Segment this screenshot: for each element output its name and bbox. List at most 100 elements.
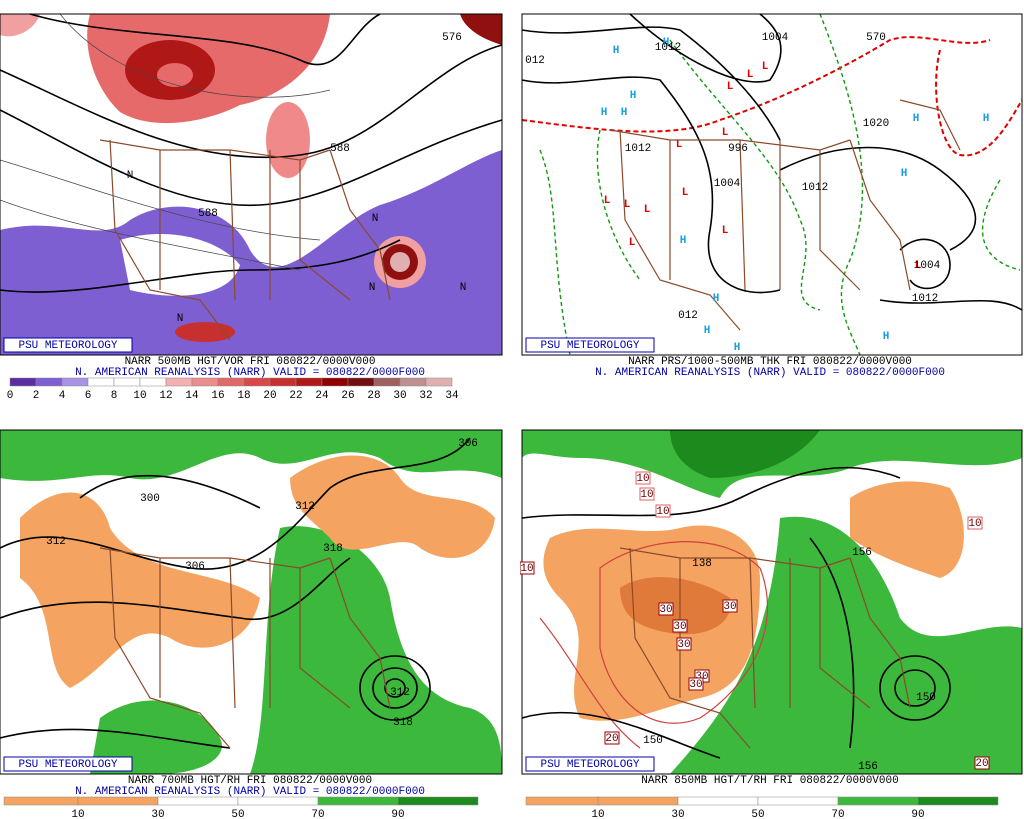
map-subtitle: N. AMERICAN REANALYSIS (NARR) VALID = 08…: [75, 786, 425, 798]
legend-label: 30: [671, 809, 684, 819]
contour-label: 318: [323, 543, 343, 555]
legend-cell: [321, 377, 349, 387]
humidity-area: [250, 526, 502, 774]
dry-area: [850, 481, 964, 578]
contour-label: 996: [728, 143, 748, 155]
vorticity-area: [175, 322, 235, 342]
low-pressure: L: [676, 139, 683, 151]
high-pressure: H: [734, 342, 741, 354]
label-box: [658, 602, 674, 616]
contour-label: 10: [636, 473, 649, 485]
legend-label: 26: [341, 390, 354, 402]
legend-label: 8: [111, 390, 118, 402]
badge-box: [3, 337, 133, 353]
map-title: NARR 700MB HGT/RH FRI 080822/0000V000: [128, 775, 372, 787]
contour-label: 150: [643, 735, 663, 747]
contour-label: 570: [866, 32, 886, 44]
contour-label: 576: [442, 32, 462, 44]
legend-label: 50: [231, 809, 244, 819]
legend-label: 10: [133, 390, 146, 402]
legend-label: 0: [7, 390, 14, 402]
map-panel: PSU METEOROLOGY NARR PRS/1000-500MB THK F…: [521, 13, 1023, 379]
badge: PSU METEOROLOGY: [18, 340, 117, 352]
low-pressure: L: [604, 195, 611, 207]
label-box: [974, 756, 990, 770]
legend-cell: [597, 796, 679, 806]
contour-label: 588: [198, 208, 218, 220]
low-pressure: L: [722, 225, 729, 237]
vorticity-area: [0, 150, 502, 355]
legend-cell: [217, 377, 245, 387]
contour-label: 306: [185, 561, 205, 573]
contour-label: 1012: [912, 293, 938, 305]
map-subtitle: N. AMERICAN REANALYSIS (NARR) VALID = 08…: [75, 367, 425, 379]
state-boundary: [99, 139, 391, 341]
thickness-contour: [935, 49, 1023, 157]
vorticity-area: [266, 102, 310, 178]
legend-cell: [77, 796, 159, 806]
legend-cell: [347, 377, 375, 387]
contour-label: 012: [678, 310, 698, 322]
legend-cell: [917, 796, 999, 806]
badge: PSU METEOROLOGY: [540, 759, 639, 771]
temperature-contour: [539, 541, 768, 749]
legend-cell: [35, 377, 63, 387]
hurricane: [390, 252, 410, 272]
legend-cell: [9, 377, 37, 387]
contour: [29, 13, 381, 66]
contour-label: 306: [458, 438, 478, 450]
map-panel: PSU METEOROLOGY NARR 700MB HGT/RH FRI 080…: [0, 429, 503, 819]
legend-cell: [399, 377, 427, 387]
legend-cell: [3, 796, 79, 806]
legend-cell: [757, 796, 839, 806]
dry-area: [620, 577, 731, 635]
legend-label: 32: [419, 390, 432, 402]
legend-label: 34: [445, 390, 459, 402]
contour: [0, 44, 503, 159]
low-pressure: L: [727, 81, 734, 93]
contour-label: 1004: [762, 32, 789, 44]
high-pressure: H: [680, 235, 687, 247]
high-pressure: H: [913, 113, 920, 125]
contour-label: 20: [605, 733, 618, 745]
legend-label: 50: [751, 809, 764, 819]
contour-label: 10: [968, 518, 981, 530]
contour-label: 156: [858, 761, 878, 773]
contour-label: 312: [295, 501, 315, 513]
map-frame: [0, 429, 503, 775]
contour-label: 30: [673, 621, 686, 633]
label-box: [672, 619, 688, 633]
legend-cell: [87, 377, 115, 387]
contour: [0, 13, 331, 271]
legend-label: 4: [59, 390, 66, 402]
legend-cell: [157, 796, 239, 806]
label-box: [655, 504, 671, 518]
label-box: [688, 677, 704, 691]
contour-label: 20: [975, 758, 988, 770]
contour-label: 012: [525, 55, 545, 67]
contour: [0, 109, 503, 207]
contour-label: 1012: [802, 182, 828, 194]
contour-label: 150: [916, 692, 936, 704]
contour-label: 1012: [655, 42, 681, 54]
hurricane-contour: [879, 655, 951, 721]
legend-label: 70: [831, 809, 844, 819]
low-pressure: L: [747, 69, 754, 81]
high-pressure: H: [704, 325, 711, 337]
legend-label: 70: [311, 809, 324, 819]
contour-label: 30: [677, 639, 690, 651]
legend-cell: [113, 377, 141, 387]
contour-label: 10: [656, 506, 669, 518]
legend-cell: [61, 377, 89, 387]
label-box: [520, 561, 535, 575]
legend-label: 20: [263, 390, 276, 402]
state-boundary: [99, 547, 391, 749]
contour: [521, 466, 901, 759]
contour-label: N: [127, 170, 134, 182]
map-title: NARR PRS/1000-500MB THK FRI 080822/0000V…: [628, 356, 912, 368]
high-pressure: H: [621, 107, 628, 119]
legend-cell: [837, 796, 919, 806]
legend-label: 2: [33, 390, 40, 402]
low-pressure: L: [762, 61, 769, 73]
legend-cell: [243, 377, 271, 387]
